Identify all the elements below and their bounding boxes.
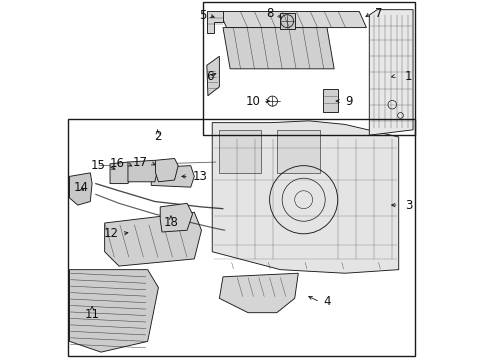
Polygon shape xyxy=(219,130,260,173)
Polygon shape xyxy=(276,130,319,173)
Text: 16: 16 xyxy=(109,157,124,170)
Polygon shape xyxy=(160,203,192,232)
Polygon shape xyxy=(219,12,366,28)
Text: 8: 8 xyxy=(266,7,273,20)
Text: 1: 1 xyxy=(405,69,412,82)
Text: 3: 3 xyxy=(405,199,412,212)
Polygon shape xyxy=(104,212,201,266)
Polygon shape xyxy=(155,158,178,182)
Text: 15: 15 xyxy=(90,159,105,172)
Polygon shape xyxy=(206,12,223,33)
Polygon shape xyxy=(110,162,133,184)
Polygon shape xyxy=(212,121,398,273)
Text: 2: 2 xyxy=(154,130,161,144)
Text: 18: 18 xyxy=(163,216,178,229)
Text: 9: 9 xyxy=(344,95,352,108)
Polygon shape xyxy=(323,89,337,112)
Polygon shape xyxy=(151,166,194,187)
Text: 7: 7 xyxy=(375,7,382,20)
Text: 10: 10 xyxy=(245,95,260,108)
Text: 11: 11 xyxy=(84,308,100,321)
Text: 6: 6 xyxy=(206,69,213,82)
Bar xyxy=(68,119,414,356)
Text: 12: 12 xyxy=(103,227,118,240)
Polygon shape xyxy=(69,173,92,205)
Polygon shape xyxy=(219,273,298,313)
Bar xyxy=(203,3,414,135)
Text: 13: 13 xyxy=(192,170,207,183)
Polygon shape xyxy=(368,10,412,135)
Polygon shape xyxy=(69,270,158,352)
Text: 14: 14 xyxy=(74,181,89,194)
Text: 4: 4 xyxy=(323,296,330,309)
Text: 5: 5 xyxy=(198,9,206,22)
Polygon shape xyxy=(279,13,294,30)
Polygon shape xyxy=(223,28,333,69)
Text: 17: 17 xyxy=(132,156,147,169)
Polygon shape xyxy=(128,160,158,182)
Polygon shape xyxy=(206,56,219,96)
